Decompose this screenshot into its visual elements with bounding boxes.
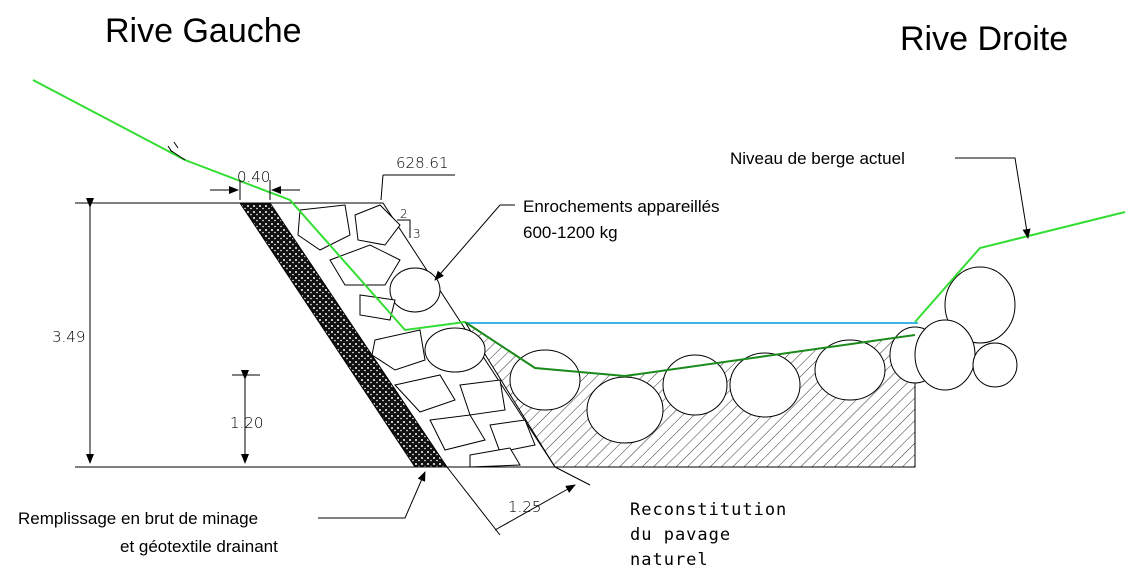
label-toe-height: 1.20 (230, 414, 263, 432)
dimensions (75, 174, 591, 536)
leader-bank (955, 157, 1031, 239)
label-fill-geotextile: et géotextile drainant (120, 537, 278, 556)
label-riprap: Enrochements appareillés (523, 197, 720, 216)
riprap-outline (270, 202, 556, 468)
label-pavement-3: naturel (630, 550, 709, 570)
title-left: Rive Gauche (105, 12, 302, 50)
label-riprap-weight: 600-1200 kg (523, 223, 618, 242)
label-riprap-thickness: 1.25 (508, 498, 541, 516)
existing-bank-left (32, 79, 466, 332)
riprap-rocks (297, 204, 536, 468)
pavement-rocks (509, 266, 1018, 444)
slope-v: 3 (413, 227, 421, 241)
slope-symbol (167, 141, 186, 161)
slope-h: 2 (400, 207, 408, 221)
label-total-height: 3.49 (52, 328, 85, 346)
title-right: Rive Droite (900, 20, 1068, 58)
label-pavement-1: Reconstitution (630, 500, 787, 520)
leader-riprap (434, 204, 515, 281)
label-elevation: 628.61 (396, 154, 449, 172)
bed-line (464, 321, 916, 378)
leader-fill (318, 471, 426, 519)
existing-bank-right (914, 211, 1126, 323)
label-filter-width: 0.40 (237, 168, 270, 186)
label-pavement-2: du pavage (630, 525, 731, 545)
label-bank: Niveau de berge actuel (730, 149, 905, 168)
label-fill: Remplissage en brut de minage (18, 509, 258, 528)
